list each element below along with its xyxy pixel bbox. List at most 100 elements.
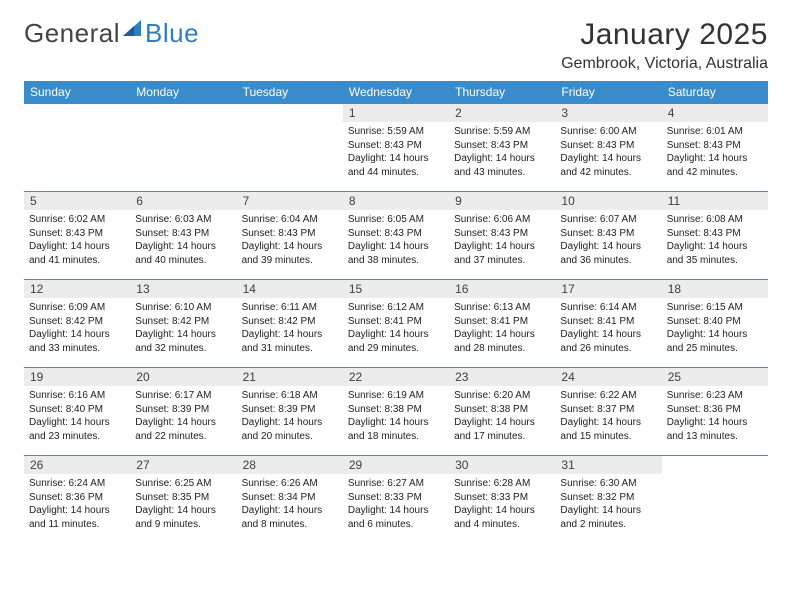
logo-text-2: Blue	[145, 18, 199, 49]
weekday-header: Monday	[130, 81, 236, 104]
day-ss: Sunset: 8:40 PM	[667, 315, 763, 329]
day-dl: Daylight: 14 hours and 8 minutes.	[242, 504, 338, 531]
day-sr: Sunrise: 6:04 AM	[242, 213, 338, 227]
day-body: Sunrise: 6:19 AMSunset: 8:38 PMDaylight:…	[343, 386, 449, 447]
day-sr: Sunrise: 6:27 AM	[348, 477, 444, 491]
day-ss: Sunset: 8:41 PM	[348, 315, 444, 329]
day-ss: Sunset: 8:36 PM	[29, 491, 125, 505]
weekday-header: Saturday	[662, 81, 768, 104]
calendar-day-cell: 10Sunrise: 6:07 AMSunset: 8:43 PMDayligh…	[555, 192, 661, 280]
day-number: 10	[555, 192, 661, 210]
title-block: January 2025 Gembrook, Victoria, Austral…	[561, 18, 768, 73]
day-body: Sunrise: 6:07 AMSunset: 8:43 PMDaylight:…	[555, 210, 661, 271]
weekday-header: Sunday	[24, 81, 130, 104]
day-sr: Sunrise: 6:12 AM	[348, 301, 444, 315]
calendar-day-cell: 19Sunrise: 6:16 AMSunset: 8:40 PMDayligh…	[24, 368, 130, 456]
day-sr: Sunrise: 6:06 AM	[454, 213, 550, 227]
day-dl: Daylight: 14 hours and 23 minutes.	[29, 416, 125, 443]
day-number: 21	[237, 368, 343, 386]
day-body: Sunrise: 6:22 AMSunset: 8:37 PMDaylight:…	[555, 386, 661, 447]
day-ss: Sunset: 8:33 PM	[348, 491, 444, 505]
day-number: 25	[662, 368, 768, 386]
day-dl: Daylight: 14 hours and 25 minutes.	[667, 328, 763, 355]
calendar-day-cell: 13 Sunrise: 6:10 AMSunset: 8:42 PMDayligh…	[130, 280, 236, 368]
day-ss: Sunset: 8:42 PM	[135, 315, 231, 329]
day-number: 27	[130, 456, 236, 474]
day-ss: Sunset: 8:41 PM	[454, 315, 550, 329]
day-sr: Sunrise: 6:24 AM	[29, 477, 125, 491]
day-sr: Sunrise: 5:59 AM	[454, 125, 550, 139]
day-body: Sunrise: 6:11 AMSunset: 8:42 PMDaylight:…	[237, 298, 343, 359]
day-dl: Daylight: 14 hours and 44 minutes.	[348, 152, 444, 179]
weekday-header: Thursday	[449, 81, 555, 104]
calendar-day-cell: 2Sunrise: 5:59 AMSunset: 8:43 PMDaylight…	[449, 104, 555, 192]
day-number: 8	[343, 192, 449, 210]
day-sr: Sunrise: 6:25 AM	[135, 477, 231, 491]
day-number: 5	[24, 192, 130, 210]
day-dl: Daylight: 14 hours and 4 minutes.	[454, 504, 550, 531]
day-number: 23	[449, 368, 555, 386]
day-sr: Sunrise: 6:15 AM	[667, 301, 763, 315]
calendar-week-row: 1Sunrise: 5:59 AMSunset: 8:43 PMDaylight…	[24, 104, 768, 192]
day-dl: Daylight: 14 hours and 40 minutes.	[135, 240, 231, 267]
calendar-day-cell: 5Sunrise: 6:02 AMSunset: 8:43 PMDaylight…	[24, 192, 130, 280]
calendar-day-cell: 27Sunrise: 6:25 AMSunset: 8:35 PMDayligh…	[130, 456, 236, 544]
day-dl: Daylight: 14 hours and 6 minutes.	[348, 504, 444, 531]
day-sr: Sunrise: 6:10 AM	[135, 301, 231, 315]
calendar-week-row: 12Sunrise: 6:09 AMSunset: 8:42 PMDayligh…	[24, 280, 768, 368]
day-ss: Sunset: 8:42 PM	[29, 315, 125, 329]
day-number: 13	[130, 280, 236, 298]
day-body: Sunrise: 6:25 AMSunset: 8:35 PMDaylight:…	[130, 474, 236, 535]
day-dl: Daylight: 14 hours and 32 minutes.	[135, 328, 231, 355]
day-ss: Sunset: 8:39 PM	[242, 403, 338, 417]
day-body: Sunrise: 5:59 AMSunset: 8:43 PMDaylight:…	[343, 122, 449, 183]
day-body: Sunrise: 6:17 AMSunset: 8:39 PMDaylight:…	[130, 386, 236, 447]
logo-text-1: General	[24, 18, 120, 49]
day-body: Sunrise: 6:08 AMSunset: 8:43 PMDaylight:…	[662, 210, 768, 271]
day-number: 29	[343, 456, 449, 474]
day-ss: Sunset: 8:32 PM	[560, 491, 656, 505]
day-ss: Sunset: 8:37 PM	[560, 403, 656, 417]
day-sr: Sunrise: 6:13 AM	[454, 301, 550, 315]
day-dl: Daylight: 14 hours and 38 minutes.	[348, 240, 444, 267]
calendar-day-cell	[237, 104, 343, 192]
day-dl: Daylight: 14 hours and 37 minutes.	[454, 240, 550, 267]
day-sr: Sunrise: 6:22 AM	[560, 389, 656, 403]
calendar-day-cell: 24Sunrise: 6:22 AMSunset: 8:37 PMDayligh…	[555, 368, 661, 456]
day-body: Sunrise: 6:20 AMSunset: 8:38 PMDaylight:…	[449, 386, 555, 447]
day-number: 16	[449, 280, 555, 298]
weekday-header: Friday	[555, 81, 661, 104]
day-number: 12	[24, 280, 130, 298]
day-body: Sunrise: 6:04 AMSunset: 8:43 PMDaylight:…	[237, 210, 343, 271]
day-ss: Sunset: 8:43 PM	[667, 227, 763, 241]
day-sr: Sunrise: 6:08 AM	[667, 213, 763, 227]
day-body: Sunrise: 6:03 AMSunset: 8:43 PMDaylight:…	[130, 210, 236, 271]
day-sr: Sunrise: 6:23 AM	[667, 389, 763, 403]
day-dl: Daylight: 14 hours and 18 minutes.	[348, 416, 444, 443]
day-ss: Sunset: 8:42 PM	[242, 315, 338, 329]
day-ss: Sunset: 8:41 PM	[560, 315, 656, 329]
day-ss: Sunset: 8:43 PM	[560, 139, 656, 153]
day-sr: Sunrise: 6:01 AM	[667, 125, 763, 139]
day-dl: Daylight: 14 hours and 41 minutes.	[29, 240, 125, 267]
day-sr: Sunrise: 6:16 AM	[29, 389, 125, 403]
day-ss: Sunset: 8:43 PM	[348, 227, 444, 241]
calendar-day-cell: 7Sunrise: 6:04 AMSunset: 8:43 PMDaylight…	[237, 192, 343, 280]
calendar-day-cell: 29 Sunrise: 6:27 AMSunset: 8:33 PMDayligh…	[343, 456, 449, 544]
day-ss: Sunset: 8:39 PM	[135, 403, 231, 417]
calendar-day-cell	[24, 104, 130, 192]
day-dl: Daylight: 14 hours and 39 minutes.	[242, 240, 338, 267]
calendar-day-cell: 26Sunrise: 6:24 AMSunset: 8:36 PMDayligh…	[24, 456, 130, 544]
calendar-day-cell: 17Sunrise: 6:14 AMSunset: 8:41 PMDayligh…	[555, 280, 661, 368]
calendar-day-cell: 9Sunrise: 6:06 AMSunset: 8:43 PMDaylight…	[449, 192, 555, 280]
day-number: 20	[130, 368, 236, 386]
calendar-day-cell: 25Sunrise: 6:23 AMSunset: 8:36 PMDayligh…	[662, 368, 768, 456]
day-number: 22	[343, 368, 449, 386]
day-number: 4	[662, 104, 768, 122]
day-body: Sunrise: 6:00 AMSunset: 8:43 PMDaylight:…	[555, 122, 661, 183]
day-sr: Sunrise: 6:17 AM	[135, 389, 231, 403]
weekday-header: Tuesday	[237, 81, 343, 104]
calendar-day-cell: 31Sunrise: 6:30 AMSunset: 8:32 PMDayligh…	[555, 456, 661, 544]
day-sr: Sunrise: 6:09 AM	[29, 301, 125, 315]
day-sr: Sunrise: 6:20 AM	[454, 389, 550, 403]
